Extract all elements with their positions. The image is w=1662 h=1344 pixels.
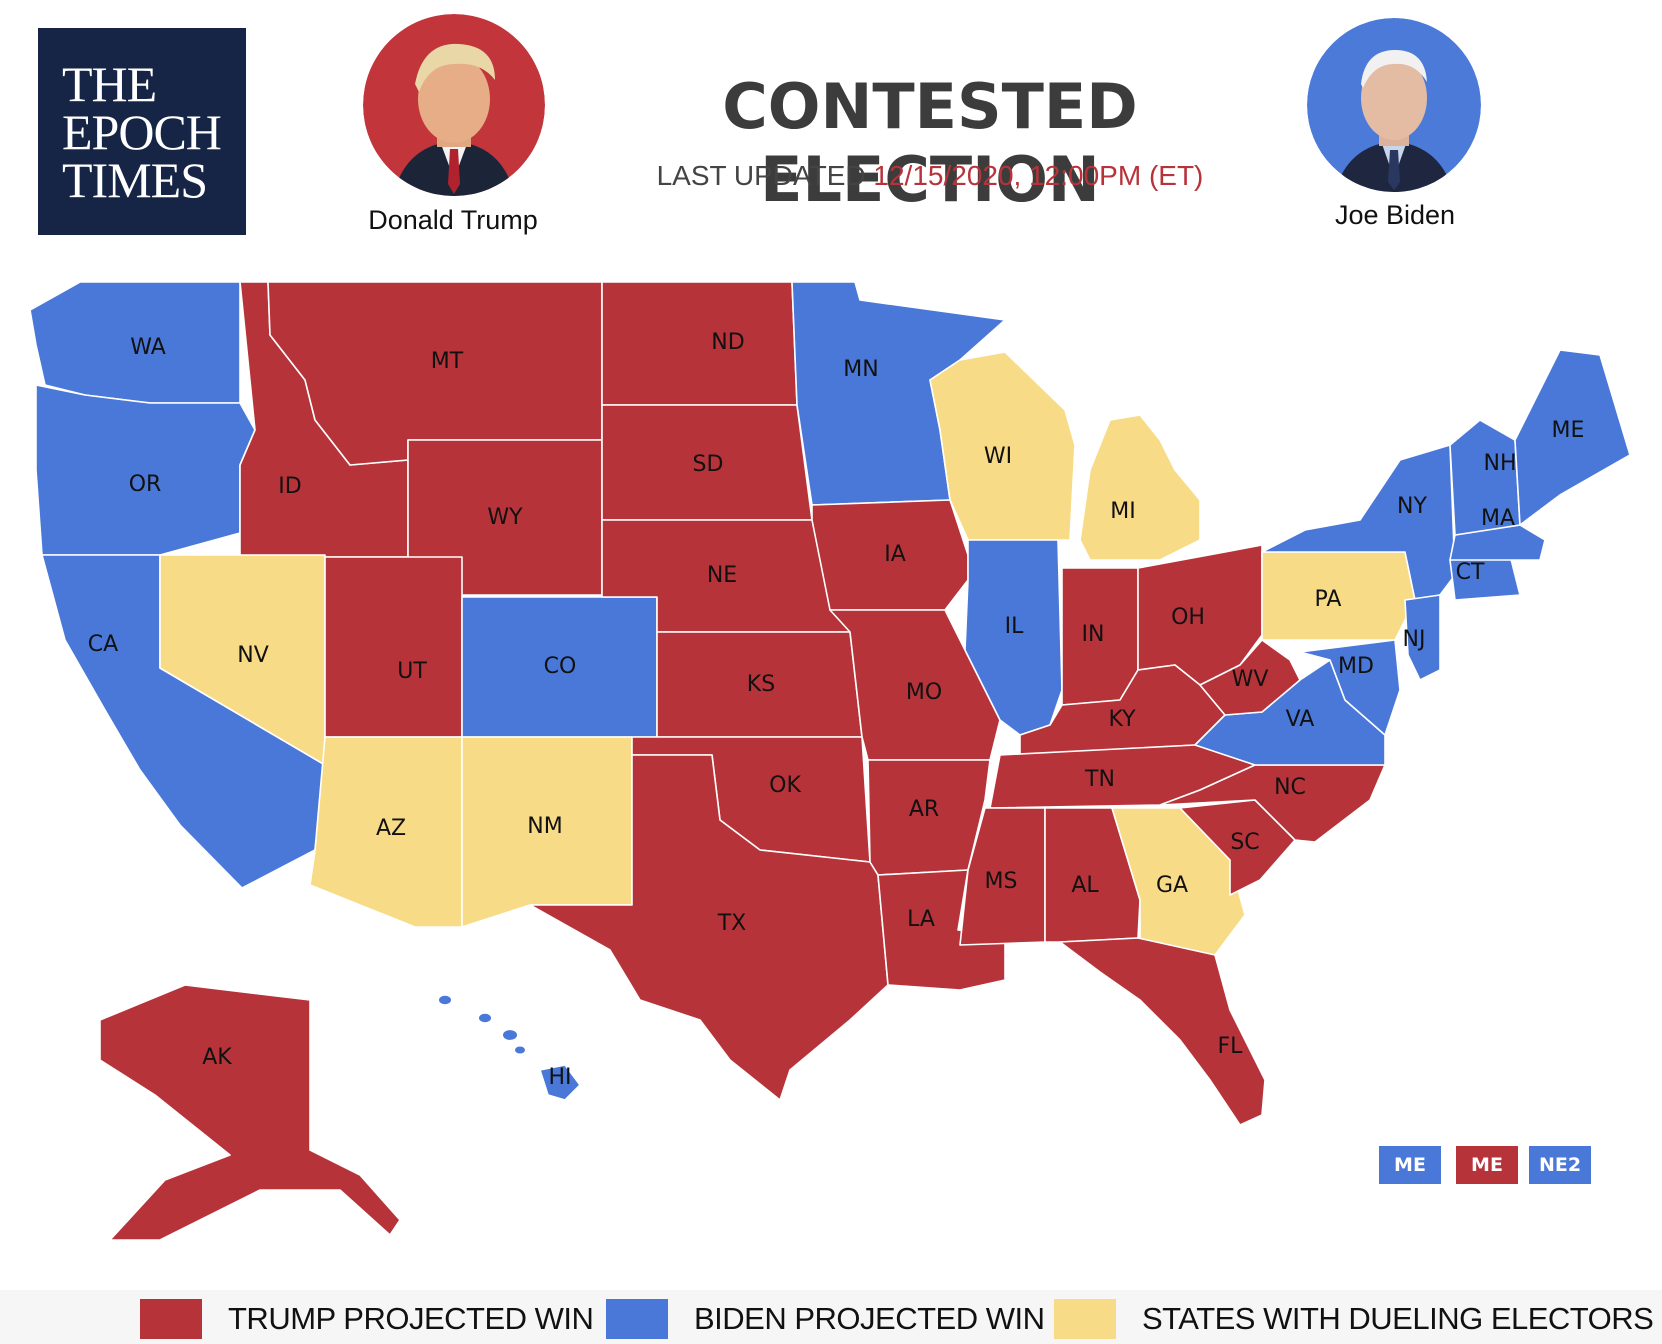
state-label-mi: MI <box>1110 499 1135 524</box>
state-label-hi: HI <box>548 1065 571 1090</box>
state-label-oh: OH <box>1171 605 1205 630</box>
state-fl[interactable] <box>1059 937 1266 1126</box>
legend-label-dueling: STATES WITH DUELING ELECTORS <box>1142 1301 1654 1336</box>
state-label-va: VA <box>1286 707 1315 732</box>
state-ut[interactable] <box>324 556 463 738</box>
state-label-sc: SC <box>1230 830 1259 855</box>
state-label-ia: IA <box>884 542 906 567</box>
state-md[interactable] <box>1299 639 1401 736</box>
state-label-fl: FL <box>1218 1034 1244 1059</box>
state-label-nc: NC <box>1274 775 1306 800</box>
states-layer <box>29 281 1631 1241</box>
state-label-nv: NV <box>237 643 269 668</box>
state-label-ma: MA <box>1481 506 1515 531</box>
state-label-ut: UT <box>397 659 427 684</box>
state-label-nm: NM <box>527 814 562 839</box>
trump-portrait <box>363 14 545 196</box>
legend-label-trump: TRUMP PROJECTED WIN <box>228 1301 594 1336</box>
state-label-wa: WA <box>130 335 166 360</box>
state-wv[interactable] <box>1199 639 1301 716</box>
district-badge-ne2[interactable]: NE2 <box>1529 1146 1591 1184</box>
state-label-id: ID <box>278 474 301 499</box>
district-badge-me-2[interactable]: ME <box>1456 1146 1518 1184</box>
state-ia[interactable] <box>811 499 969 611</box>
state-label-ny: NY <box>1397 494 1427 519</box>
map-legend: TRUMP PROJECTED WIN BIDEN PROJECTED WIN … <box>0 1290 1662 1344</box>
state-label-tn: TN <box>1084 767 1115 792</box>
state-label-ok: OK <box>769 773 801 798</box>
state-hi[interactable] <box>539 1064 581 1101</box>
state-label-co: CO <box>544 654 577 679</box>
state-label-mn: MN <box>843 357 878 382</box>
legend-item-trump: TRUMP PROJECTED WIN <box>140 1299 594 1339</box>
state-label-la: LA <box>907 907 935 932</box>
state-label-ks: KS <box>747 672 775 697</box>
state-ak[interactable] <box>99 984 401 1241</box>
logo-line-3: TIMES <box>62 151 208 208</box>
legend-item-dueling: STATES WITH DUELING ELECTORS <box>1054 1299 1654 1339</box>
state-label-ar: AR <box>909 797 939 822</box>
us-electoral-map: WA OR CA ID MT WY NV UT CO AZ NM ND SD NE KS OK TX MN IA MO… <box>29 281 1631 1241</box>
hi-island-3 <box>515 1046 525 1054</box>
state-label-in: IN <box>1082 622 1105 647</box>
biden-portrait <box>1307 18 1481 192</box>
state-label-ca: CA <box>88 632 118 657</box>
state-mo[interactable] <box>829 609 1001 761</box>
state-label-ms: MS <box>985 869 1018 894</box>
state-wi[interactable] <box>929 351 1076 541</box>
state-label-ct: CT <box>1456 560 1485 585</box>
state-label-pa: PA <box>1315 587 1342 612</box>
state-il[interactable] <box>964 539 1063 736</box>
state-label-ky: KY <box>1108 707 1136 732</box>
epoch-times-logo[interactable]: THE EPOCH TIMES <box>38 28 246 235</box>
trump-name: Donald Trump <box>368 205 538 235</box>
state-nj[interactable] <box>1404 594 1441 681</box>
state-label-az: AZ <box>376 816 406 841</box>
state-label-sd: SD <box>693 452 724 477</box>
state-me[interactable] <box>1514 349 1631 526</box>
legend-swatch-biden <box>606 1299 668 1339</box>
state-label-il: IL <box>1005 614 1024 639</box>
state-label-tx: TX <box>717 911 747 936</box>
state-label-nd: ND <box>711 330 744 355</box>
biden-name: Joe Biden <box>1334 200 1456 230</box>
legend-swatch-trump <box>140 1299 202 1339</box>
state-mi[interactable] <box>1079 414 1201 561</box>
legend-label-biden: BIDEN PROJECTED WIN <box>694 1301 1045 1336</box>
state-label-wi: WI <box>984 444 1012 469</box>
state-label-or: OR <box>129 472 162 497</box>
hi-island-1 <box>479 1013 491 1023</box>
district-badge-me-1[interactable]: ME <box>1379 1146 1441 1184</box>
state-label-nh: NH <box>1484 451 1517 476</box>
updated-label: LAST UPDATED <box>656 160 866 191</box>
state-label-ak: AK <box>202 1045 232 1070</box>
state-label-mo: MO <box>906 680 942 705</box>
state-label-al: AL <box>1071 873 1099 898</box>
legend-swatch-dueling <box>1054 1299 1116 1339</box>
state-label-mt: MT <box>431 349 464 374</box>
hi-island-2 <box>503 1030 517 1040</box>
state-label-wv: WV <box>1232 667 1269 692</box>
updated-value: 12/15/2020, 12:00PM (ET) <box>873 160 1204 191</box>
state-label-me: ME <box>1552 418 1585 443</box>
state-ny[interactable] <box>1261 444 1456 601</box>
state-nd[interactable] <box>601 281 798 406</box>
last-updated: LAST UPDATED 12/15/2020, 12:00PM (ET) <box>580 160 1280 192</box>
state-nc[interactable] <box>1159 764 1386 843</box>
state-label-nj: NJ <box>1403 627 1426 652</box>
logo-line-1: THE <box>62 55 157 112</box>
legend-item-biden: BIDEN PROJECTED WIN <box>606 1299 1045 1339</box>
state-label-ne: NE <box>707 563 737 588</box>
logo-line-2: EPOCH <box>62 103 222 160</box>
state-ms[interactable] <box>959 807 1046 946</box>
state-label-md: MD <box>1338 654 1374 679</box>
state-label-wy: WY <box>487 505 523 530</box>
state-label-ga: GA <box>1156 873 1188 898</box>
page-title: CONTESTED ELECTION <box>722 70 1138 216</box>
state-or[interactable] <box>35 384 256 556</box>
hi-island-0 <box>439 995 451 1005</box>
labels-layer: WA OR CA ID MT WY NV UT CO AZ NM ND SD NE KS OK TX MN IA MO… <box>88 330 1585 1090</box>
